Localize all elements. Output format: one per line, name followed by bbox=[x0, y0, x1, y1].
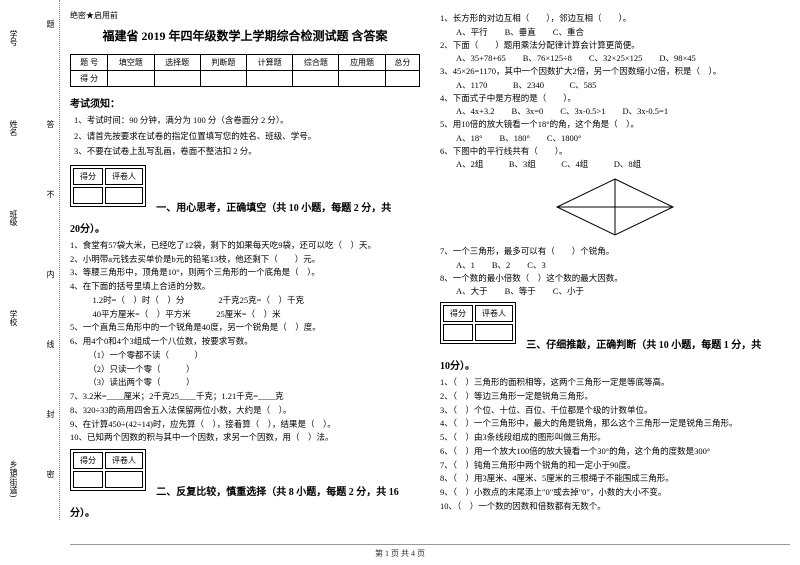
p2q7o: A、1 B、2 C、3 bbox=[456, 259, 790, 272]
part2-tail: 分）。 bbox=[70, 504, 420, 519]
p2q3: 3、45×26=1170，其中一个因数扩大2倍，另一个因数缩小2倍，积是（ ）。 bbox=[440, 65, 790, 78]
part1-list: 1、食堂有57袋大米，已经吃了12袋，剩下的如果每天吃9袋，还可以吃（ ）天。 … bbox=[70, 239, 420, 444]
vlabel-4: 线 bbox=[45, 340, 56, 348]
notice-1: 1、考试时间：90 分钟，满分为 100 分（含卷面分 2 分）。 bbox=[74, 114, 420, 128]
notice-head: 考试须知： bbox=[70, 95, 420, 110]
notice-list: 1、考试时间：90 分钟，满分为 100 分（含卷面分 2 分）。 2、请首先按… bbox=[74, 114, 420, 159]
score-table: 题 号 填空题 选择题 判断题 计算题 综合题 应用题 总分 得 分 bbox=[70, 54, 420, 87]
mb-c1: 得分 bbox=[73, 168, 103, 185]
p1q2: 2、小明带a元钱去买单价是b元的铅笔13枝，他还剩下（ ）元。 bbox=[70, 253, 420, 266]
p2q5o: A、18° B、180° C、1800° bbox=[456, 132, 790, 145]
bind-label-name: 姓名 bbox=[8, 120, 19, 136]
p3q1: 1、（ ）三角形的面积相等，这两个三角形一定是等底等高。 bbox=[440, 376, 790, 389]
bind-label-school: 学校 bbox=[8, 310, 19, 326]
p3q10: 10、（ ）一个数的因数和倍数都有无数个。 bbox=[440, 500, 790, 513]
part3-tail: 10分）。 bbox=[440, 357, 790, 372]
bind-label-id: 学号 bbox=[8, 30, 19, 46]
score-h0: 题 号 bbox=[71, 55, 108, 71]
scorer-box-1: 得分评卷人 bbox=[70, 165, 146, 207]
p1q4: 4、在下面的括号里填上合适的分数。 bbox=[70, 280, 420, 293]
part1-tail: 20分）。 bbox=[70, 220, 420, 235]
p2q6o: A、2组 B、3组 C、4组 D、8组 bbox=[456, 158, 790, 171]
binding-column: 学号 姓名 班级 学校 乡镇(街道) 题 答 不 内 线 封 密 bbox=[0, 0, 60, 520]
p3q3: 3、（ ）个位、十位、百位、千位都是个级的计数单位。 bbox=[440, 404, 790, 417]
p1q6a: （1）一个零都不读（ ） bbox=[84, 349, 420, 362]
p1q4b: 40平方厘米=（ ）平方米 25厘米=（ ）米 bbox=[84, 308, 420, 321]
bind-label-town: 乡镇(街道) bbox=[8, 460, 19, 497]
score-h7: 总分 bbox=[385, 55, 419, 71]
p3q8: 8、（ ）用3厘米、4厘米、5厘米的三根绳子不能围成三角形。 bbox=[440, 472, 790, 485]
p2q5: 5、用10倍的放大镜看一个18°的角，这个角是（ ）。 bbox=[440, 118, 790, 131]
p3q5: 5、（ ）由3条线段组成的图形叫做三角形。 bbox=[440, 431, 790, 444]
score-h6: 应用题 bbox=[339, 55, 385, 71]
page-footer: 第 1 页 共 4 页 bbox=[0, 548, 800, 559]
p1q8: 8、320÷33的商用四舍五入法保留两位小数，大约是（ ）。 bbox=[70, 404, 420, 417]
footer-rule bbox=[70, 544, 790, 545]
rhombus-icon bbox=[555, 177, 675, 237]
p1q3: 3、等腰三角形中，顶角是10°，则两个三角形的一个底角是（ ）。 bbox=[70, 266, 420, 279]
vlabel-3: 内 bbox=[45, 270, 56, 278]
p1q7: 7、3.2米=____厘米；2千克25____千克；1.21千克=____克 bbox=[70, 390, 420, 403]
part1-title: 一、用心思考，正确填空（共 10 小题，每题 2 分，共 bbox=[156, 203, 391, 214]
secret-label: 绝密★启用前 bbox=[70, 10, 420, 21]
p2q8: 8、一个数的最小倍数（ ）这个数的最大因数。 bbox=[440, 272, 790, 285]
p1q6: 6、用4个0和4个3组成一个八位数，按要求写数。 bbox=[70, 335, 420, 348]
content-columns: 绝密★启用前 福建省 2019 年四年级数学上学期综合检测试题 含答案 题 号 … bbox=[70, 10, 790, 523]
p1q4a: 1.2时=（ ）时（ ）分 2千克25克=（ ）千克 bbox=[84, 294, 420, 307]
p1q5: 5、一个直角三角形中的一个锐角是40度，另一个锐角是（ ）度。 bbox=[70, 321, 420, 334]
p3q4: 4、（ ）一个三角形中，最大的角是锐角，那么这个三角形一定是锐角三角形。 bbox=[440, 417, 790, 430]
part2-list-cont: 7、一个三角形，最多可以有（ ）个锐角。 A、1 B、2 C、3 8、一个数的最… bbox=[440, 245, 790, 298]
p2q3o: A、1170 B、2340 C、585 bbox=[456, 79, 790, 92]
part2-list: 1、长方形的对边互相（ ），邻边互相（ ）。 A、平行 B、垂直 C、重合 2、… bbox=[440, 12, 790, 171]
notice-2: 2、请首先按要求在试卷的指定位置填写您的姓名、班级、学号。 bbox=[74, 130, 420, 144]
p2q6: 6、下图中的平行线共有（ ）。 bbox=[440, 145, 790, 158]
p1q10: 10、已知两个因数的积与其中一个因数，求另一个因数，用（ ）法。 bbox=[70, 431, 420, 444]
p3q6: 6、（ ）用一个放大100倍的放大镜看一个30°的角，这个角的度数是300° bbox=[440, 445, 790, 458]
p2q1: 1、长方形的对边互相（ ），邻边互相（ ）。 bbox=[440, 12, 790, 25]
p2q7: 7、一个三角形，最多可以有（ ）个锐角。 bbox=[440, 245, 790, 258]
p2q2o: A、35+78+65 B、76×125÷8 C、32×25×125 D、98×4… bbox=[456, 52, 790, 65]
p3q9: 9、（ ）小数点的末尾添上"0"或去掉"0"，小数的大小不变。 bbox=[440, 486, 790, 499]
score-row2: 得 分 bbox=[71, 71, 108, 87]
p1q6c: （3）读出两个零（ ） bbox=[84, 376, 420, 389]
p2q4o: A、4x+3.2 B、3x=0 C、3x-0.5>1 D、3x-0.5=1 bbox=[456, 105, 790, 118]
vlabel-2: 不 bbox=[45, 190, 56, 198]
p2q8o: A、大于 B、等于 C、小于 bbox=[456, 285, 790, 298]
p2q4: 4、下面式子中是方程的是（ ）。 bbox=[440, 92, 790, 105]
exam-title: 福建省 2019 年四年级数学上学期综合检测试题 含答案 bbox=[70, 27, 420, 44]
left-column: 绝密★启用前 福建省 2019 年四年级数学上学期综合检测试题 含答案 题 号 … bbox=[70, 10, 420, 523]
p3q2: 2、（ ）等边三角形一定是锐角三角形。 bbox=[440, 390, 790, 403]
score-h1: 填空题 bbox=[108, 55, 154, 71]
part2-title: 二、反复比较，慎重选择（共 8 小题，每题 2 分，共 16 bbox=[156, 487, 399, 498]
mb-c2: 评卷人 bbox=[105, 168, 143, 185]
score-h5: 综合题 bbox=[293, 55, 339, 71]
vlabel-6: 密 bbox=[45, 470, 56, 478]
p2q2: 2、下面（ ）题用乘法分配律计算会计算更简便。 bbox=[440, 39, 790, 52]
vlabel-1: 答 bbox=[45, 120, 56, 128]
right-column: 1、长方形的对边互相（ ），邻边互相（ ）。 A、平行 B、垂直 C、重合 2、… bbox=[440, 10, 790, 523]
score-h3: 判断题 bbox=[200, 55, 246, 71]
part3-title: 三、仔细推敲，正确判断（共 10 小题，每题 1 分，共 bbox=[526, 340, 761, 351]
score-h2: 选择题 bbox=[154, 55, 200, 71]
p1q1: 1、食堂有57袋大米，已经吃了12袋，剩下的如果每天吃9袋，还可以吃（ ）天。 bbox=[70, 239, 420, 252]
bind-label-class: 班级 bbox=[8, 210, 19, 226]
p3q7: 7、（ ）钝角三角形中两个锐角的和一定小于90度。 bbox=[440, 459, 790, 472]
scorer-box-3: 得分评卷人 bbox=[440, 302, 516, 344]
scorer-box-2: 得分评卷人 bbox=[70, 449, 146, 491]
p2q1o: A、平行 B、垂直 C、重合 bbox=[456, 26, 790, 39]
vlabel-0: 题 bbox=[45, 20, 56, 28]
diamond-figure bbox=[440, 177, 790, 239]
part3-list: 1、（ ）三角形的面积相等，这两个三角形一定是等底等高。 2、（ ）等边三角形一… bbox=[440, 376, 790, 513]
p1q9: 9、在计算450÷(42÷14)时，应先算（ ），接着算（ ），结果是（ ）。 bbox=[70, 418, 420, 431]
vlabel-5: 封 bbox=[45, 410, 56, 418]
p1q6b: （2）只读一个零（ ） bbox=[84, 363, 420, 376]
notice-3: 3、不要在试卷上乱写乱画，卷面不整洁扣 2 分。 bbox=[74, 145, 420, 159]
score-h4: 计算题 bbox=[246, 55, 292, 71]
